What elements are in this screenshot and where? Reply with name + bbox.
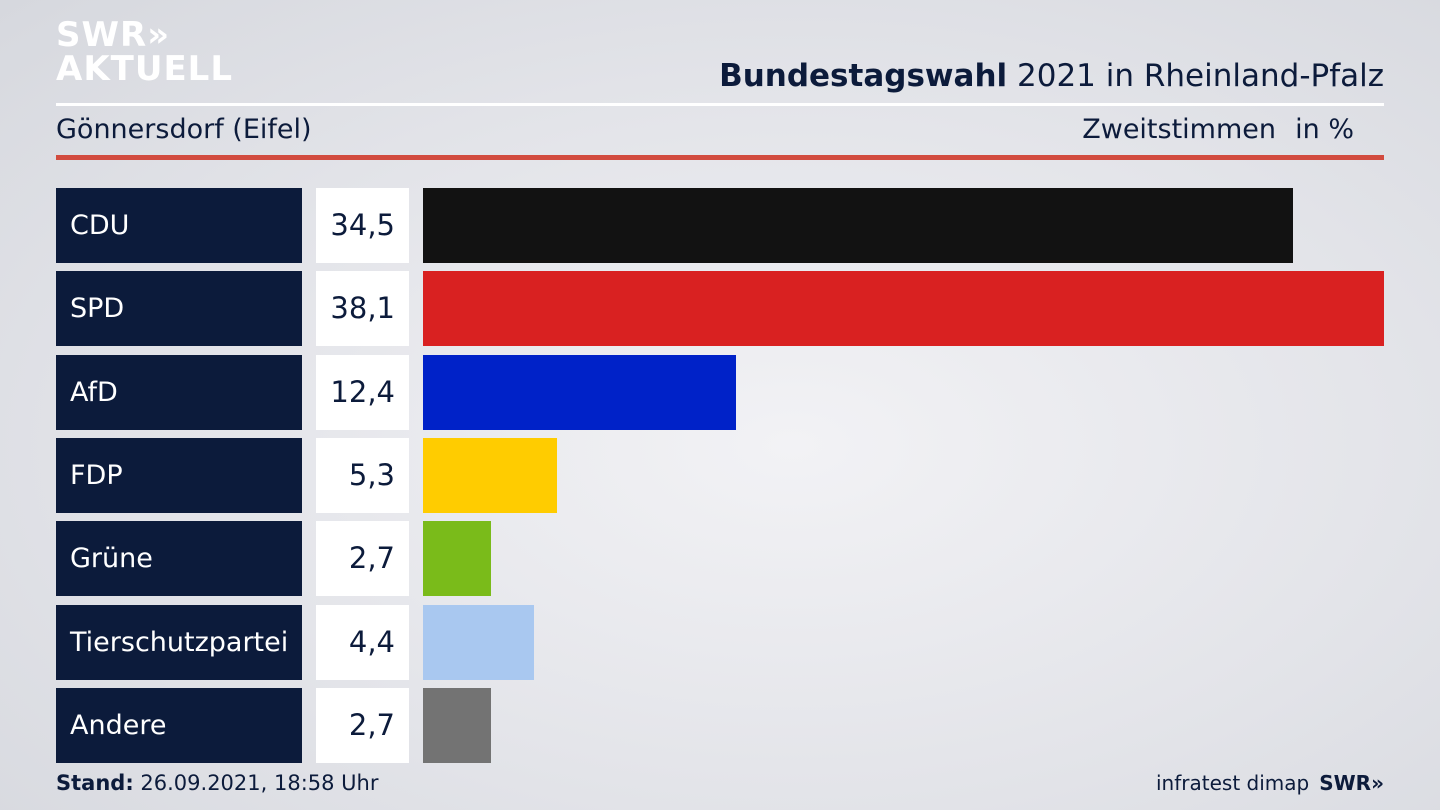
timestamp-label: Stand: bbox=[56, 771, 134, 795]
bar-row: Tierschutzpartei 4,4 bbox=[56, 604, 1384, 680]
place-name: Gönnersdorf (Eifel) bbox=[56, 114, 312, 145]
party-label: FDP bbox=[56, 437, 302, 513]
value-label: 38,1 bbox=[316, 271, 409, 347]
bar bbox=[423, 188, 1293, 263]
bar-row: FDP 5,3 bbox=[56, 437, 1384, 513]
source-label: infratest dimap bbox=[1156, 771, 1310, 795]
value-label: 4,4 bbox=[316, 604, 409, 680]
bar-row: AfD 12,4 bbox=[56, 354, 1384, 430]
party-label: Tierschutzpartei bbox=[56, 604, 302, 680]
accent-divider bbox=[56, 155, 1384, 160]
bar-row: CDU 34,5 bbox=[56, 188, 1384, 263]
value-label: 2,7 bbox=[316, 521, 409, 597]
title-rest: 2021 in Rheinland-Pfalz bbox=[1007, 58, 1384, 94]
value-label: 5,3 bbox=[316, 437, 409, 513]
bar-row: SPD 38,1 bbox=[56, 271, 1384, 347]
timestamp: Stand: 26.09.2021, 18:58 Uhr bbox=[56, 771, 379, 795]
bar bbox=[423, 354, 736, 430]
value-label: 2,7 bbox=[316, 687, 409, 763]
swr-aktuell-logo: SWR» AKTUELL bbox=[56, 18, 233, 86]
header-divider bbox=[56, 103, 1384, 106]
logo-line-2: AKTUELL bbox=[56, 49, 234, 89]
party-label: SPD bbox=[56, 271, 302, 347]
metric-label: Zweitstimmen bbox=[1082, 114, 1276, 145]
chart-title: Bundestagswahl 2021 in Rheinland-Pfalz bbox=[719, 58, 1384, 94]
value-label: 12,4 bbox=[316, 354, 409, 430]
party-label: Andere bbox=[56, 687, 302, 763]
bar bbox=[423, 687, 491, 763]
bar bbox=[423, 604, 534, 680]
title-bold: Bundestagswahl bbox=[719, 58, 1008, 94]
bar bbox=[423, 271, 1384, 347]
party-label: Grüne bbox=[56, 521, 302, 597]
source-credit: infratest dimap SWR» bbox=[1156, 771, 1384, 795]
unit-label: in % bbox=[1295, 114, 1354, 145]
timestamp-value: 26.09.2021, 18:58 Uhr bbox=[133, 771, 379, 795]
bar-row: Grüne 2,7 bbox=[56, 521, 1384, 597]
party-label: AfD bbox=[56, 354, 302, 430]
bar bbox=[423, 521, 491, 597]
value-label: 34,5 bbox=[316, 188, 409, 263]
bar bbox=[423, 437, 557, 513]
bar-row: Andere 2,7 bbox=[56, 687, 1384, 763]
logo-line-1: SWR» bbox=[56, 15, 171, 55]
swr-brand-logo: SWR» bbox=[1319, 771, 1384, 795]
party-label: CDU bbox=[56, 188, 302, 263]
